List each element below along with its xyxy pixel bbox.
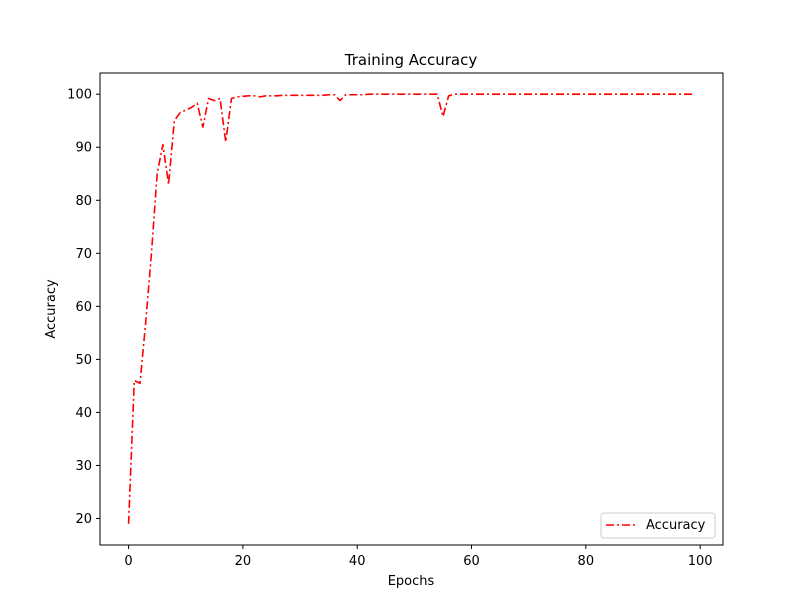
y-tick-label: 60 <box>75 300 92 315</box>
chart-title: Training Accuracy <box>344 51 478 69</box>
y-tick-label: 30 <box>75 459 92 474</box>
x-tick-label: 40 <box>349 554 366 569</box>
plot-area <box>127 93 695 524</box>
y-tick-label: 70 <box>75 247 92 262</box>
x-tick-label: 100 <box>688 554 713 569</box>
x-tick-label: 80 <box>578 554 595 569</box>
legend-box <box>600 512 716 539</box>
y-axis-label: Accuracy <box>44 279 59 339</box>
y-tick-label: 80 <box>75 194 92 209</box>
y-tick-label: 90 <box>75 141 92 156</box>
legend-label: Accuracy <box>646 518 706 533</box>
y-tick-label: 20 <box>75 512 92 527</box>
y-axis: 20 30 40 50 60 70 80 90 100 <box>67 88 100 527</box>
legend: Accuracy <box>600 512 716 539</box>
x-axis-label: Epochs <box>388 574 435 589</box>
x-tick-label: 20 <box>235 554 252 569</box>
x-tick-label: 0 <box>124 554 132 569</box>
x-axis: 0 20 40 60 80 100 <box>124 545 713 569</box>
y-tick-label: 50 <box>75 353 92 368</box>
y-tick-label: 100 <box>67 88 92 103</box>
y-tick-label: 40 <box>75 406 92 421</box>
x-tick-label: 60 <box>463 554 480 569</box>
series-line-accuracy <box>127 93 695 524</box>
axes-frame <box>99 72 724 546</box>
